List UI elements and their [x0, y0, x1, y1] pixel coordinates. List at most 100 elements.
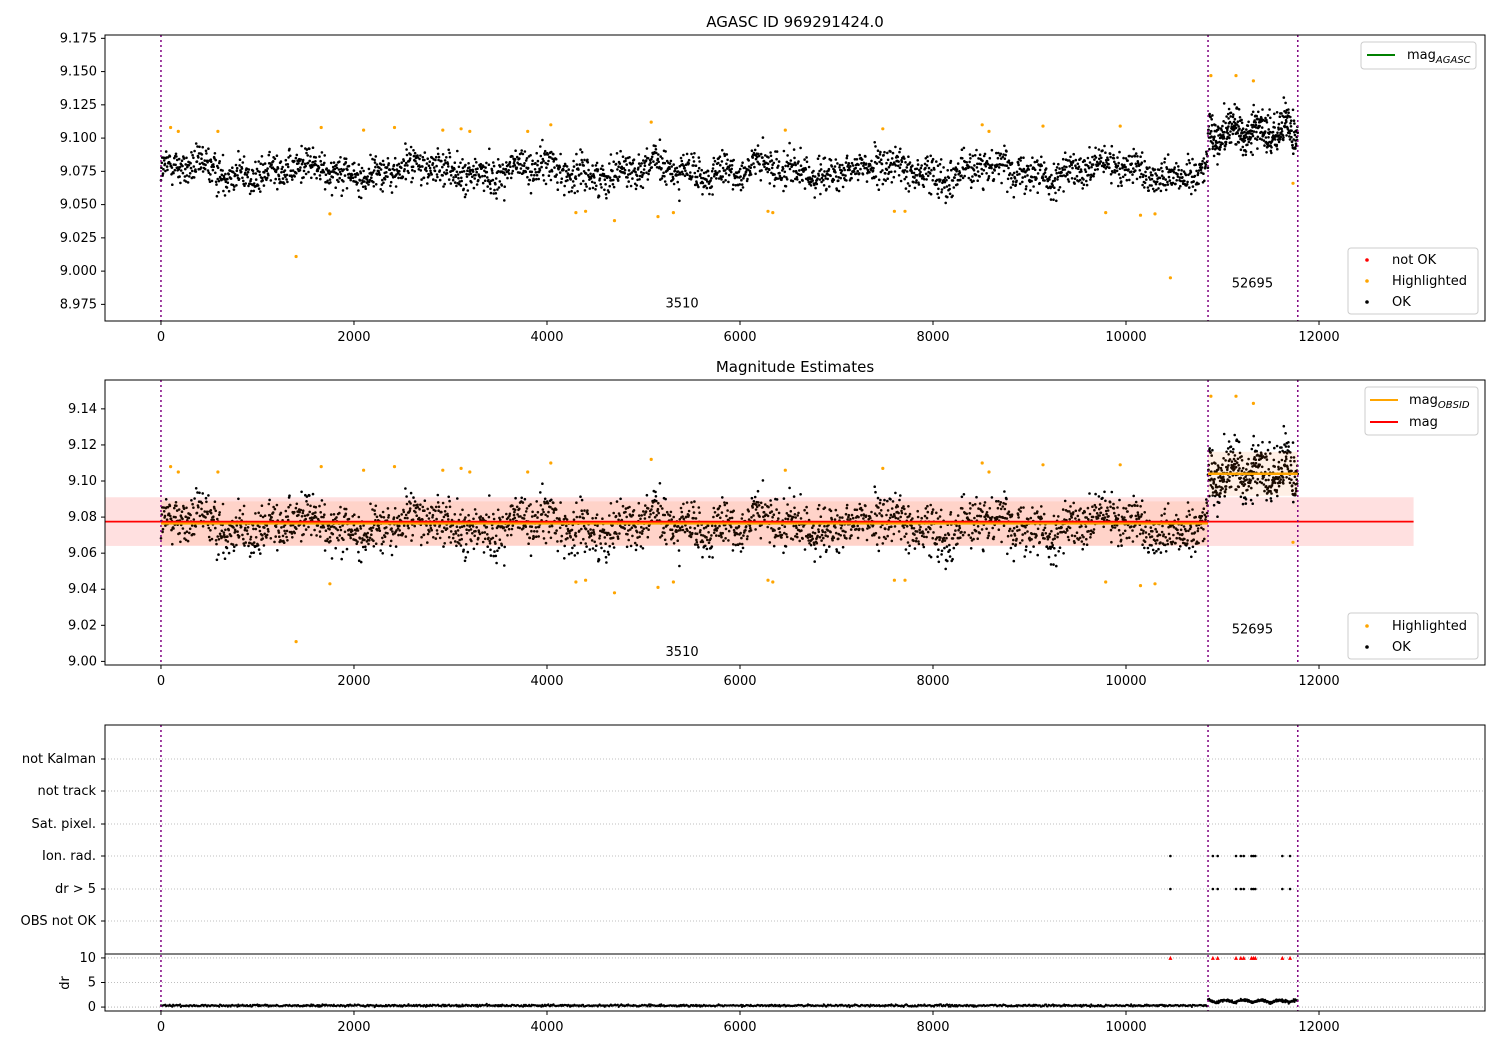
ok-point: [266, 167, 269, 170]
ok-point: [1204, 165, 1207, 168]
ok-point: [903, 169, 907, 172]
ok-point: [1087, 166, 1091, 170]
ok-point: [1003, 157, 1007, 160]
ok-point: [618, 175, 621, 179]
ok-point: [455, 184, 458, 188]
ok-point: [535, 151, 538, 155]
ok-point: [948, 192, 952, 196]
ok-point: [236, 174, 239, 177]
ok-point: [544, 182, 548, 186]
ok-point: [161, 527, 165, 531]
ok-point: [1280, 127, 1283, 131]
ok-point: [557, 167, 560, 171]
ok-point: [959, 178, 962, 182]
ok-point: [917, 183, 921, 186]
ok-point: [1205, 150, 1208, 154]
ok-point: [302, 169, 306, 173]
ok-point: [540, 165, 543, 169]
ok-point: [591, 186, 595, 190]
y-tick-label: 9.175: [60, 31, 97, 46]
ok-point: [447, 178, 451, 181]
ok-point: [600, 546, 603, 550]
ok-point: [1223, 130, 1226, 134]
ok-point: [186, 539, 190, 543]
ok-point: [1119, 180, 1123, 183]
ok-point: [342, 180, 345, 183]
ok-point: [1269, 149, 1273, 153]
ok-point: [1013, 177, 1017, 180]
ok-point: [194, 170, 198, 173]
ok-point: [571, 186, 574, 189]
ok-point: [251, 543, 254, 546]
x-tick-label: 8000: [916, 330, 949, 345]
ok-point: [594, 164, 598, 167]
ok-point: [403, 168, 406, 171]
ok-point: [1098, 162, 1101, 165]
ok-point: [950, 168, 953, 172]
ok-point: [635, 174, 639, 178]
highlighted-point: [881, 127, 885, 131]
ok-point: [1138, 169, 1142, 172]
ok-point: [833, 169, 836, 172]
ok-point: [926, 159, 930, 163]
ok-point: [1001, 155, 1005, 159]
ok-point: [1109, 155, 1112, 159]
ok-point: [541, 173, 545, 177]
ok-point: [697, 185, 700, 189]
ok-point: [819, 555, 822, 559]
ok-point: [1290, 135, 1293, 139]
ok-point: [524, 170, 528, 174]
ok-point: [441, 165, 444, 169]
ok-point: [539, 145, 542, 148]
highlighted-point: [771, 211, 775, 215]
ok-point: [433, 169, 437, 173]
ok-point: [1234, 122, 1237, 125]
ok-point: [899, 163, 902, 166]
ok-point: [487, 163, 491, 166]
ok-point: [768, 168, 771, 171]
ok-point: [1208, 147, 1211, 151]
ok-point: [310, 165, 314, 169]
ok-point: [411, 165, 415, 168]
ok-point: [571, 169, 575, 172]
ok-point: [215, 542, 218, 546]
ok-point: [1052, 198, 1055, 201]
ok-point: [749, 173, 753, 176]
ok-point: [711, 193, 714, 196]
ok-point: [1231, 132, 1235, 136]
ok-point: [1195, 169, 1198, 173]
ok-point: [862, 164, 865, 167]
ok-point: [837, 189, 841, 193]
ok-point: [286, 180, 289, 184]
ok-point: [1264, 116, 1267, 120]
ok-point: [1224, 121, 1227, 125]
ok-point: [316, 169, 320, 173]
ok-point: [1049, 198, 1053, 201]
ok-point: [1094, 146, 1097, 150]
ok-point: [386, 157, 390, 160]
ok-point: [1211, 147, 1214, 151]
ok-point: [214, 539, 218, 542]
y-tick-label: 9.150: [60, 65, 97, 80]
ok-point: [1261, 108, 1264, 111]
ok-point: [608, 176, 612, 179]
ok-point: [526, 175, 529, 179]
ok-point: [954, 166, 958, 169]
ok-point: [859, 167, 862, 171]
ok-point: [1106, 156, 1109, 159]
ok-point: [1211, 145, 1215, 148]
ok-point: [805, 156, 808, 159]
ok-point: [690, 152, 693, 156]
ok-point: [177, 157, 181, 161]
ok-point: [169, 162, 172, 166]
ok-point: [1017, 163, 1020, 167]
ok-point: [313, 172, 316, 176]
ok-point: [637, 162, 641, 165]
ok-point: [1293, 122, 1296, 125]
ok-point: [955, 168, 959, 171]
ok-point: [1276, 147, 1279, 151]
ok-point: [164, 524, 167, 527]
ok-point: [298, 168, 302, 172]
ok-point: [939, 170, 943, 174]
ok-point: [739, 188, 743, 192]
